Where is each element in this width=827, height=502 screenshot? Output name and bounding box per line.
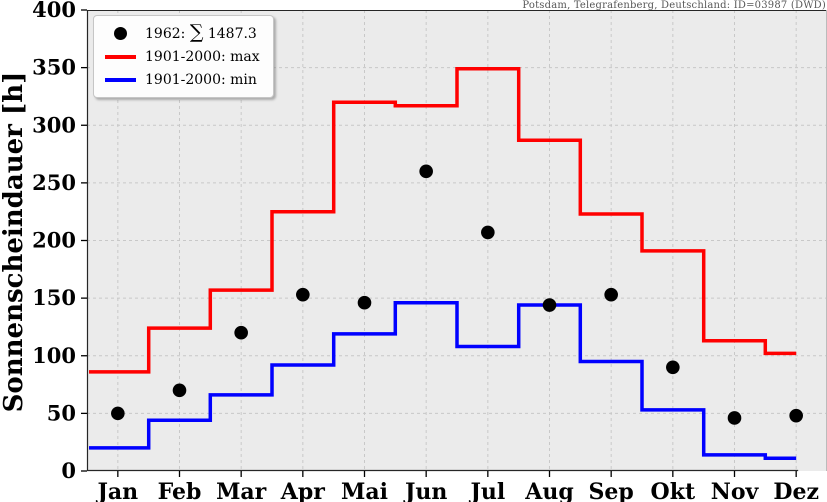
data-point-Feb	[172, 383, 187, 398]
sum-symbol: ∑	[189, 21, 204, 43]
max-line-icon	[102, 54, 138, 59]
y-tick-label: 0	[61, 458, 76, 483]
step-line-min	[89, 300, 797, 461]
x-tick-label: Dez	[773, 479, 819, 502]
y-axis-label: Sonnenscheindauer [h]	[0, 71, 29, 413]
data-point-Jan	[111, 406, 125, 421]
x-tick-label: Aug	[524, 479, 573, 502]
y-tick-label: 300	[32, 112, 76, 137]
data-point-Dez	[789, 408, 803, 423]
y-tick-label: 150	[32, 285, 76, 310]
y-tick-label: 350	[32, 55, 76, 80]
data-point-Mar	[234, 325, 248, 340]
x-tick-label: Feb	[158, 479, 202, 502]
x-tick-label: Mar	[216, 479, 267, 502]
x-tick-label: Jan	[95, 479, 138, 502]
data-point-Apr	[296, 287, 310, 302]
y-tick-label: 400	[32, 0, 76, 22]
legend-sum-value: 1487.3	[207, 26, 257, 42]
x-tick-label: Okt	[651, 479, 696, 502]
data-point-Mai	[357, 295, 372, 310]
legend-item-max: 1901-2000: max	[102, 45, 260, 68]
legend-item-min: 1901-2000: min	[102, 68, 260, 91]
data-point-Jun	[419, 164, 433, 179]
step-line-max	[89, 67, 797, 374]
x-tick-label: Apr	[280, 479, 325, 502]
y-tick-label: 200	[32, 228, 76, 253]
x-tick-label: Jun	[403, 479, 447, 502]
data-point-Nov	[727, 411, 742, 425]
y-tick-label: 250	[32, 170, 76, 195]
x-tick-label: Sep	[589, 479, 634, 502]
y-tick-label: 100	[32, 343, 76, 368]
scatter-dot-icon	[102, 27, 138, 40]
min-line-icon	[102, 77, 138, 82]
legend-label-min: 1901-2000: min	[145, 71, 257, 88]
y-tick-label: 50	[47, 400, 76, 425]
station-header: Potsdam, Telegrafenberg, Deutschland: ID…	[522, 0, 826, 11]
data-point-Jul	[481, 225, 495, 240]
legend-year-prefix: 1962:	[145, 26, 186, 42]
data-point-Okt	[666, 360, 680, 375]
x-tick-label: Mai	[341, 479, 388, 502]
x-tick-label: Jul	[468, 479, 505, 502]
data-point-Sep	[604, 287, 618, 302]
legend-item-1962: 1962: ∑ 1487.3	[102, 22, 260, 45]
legend: 1962: ∑ 1487.3 1901-2000: max 1901-2000:…	[93, 15, 274, 98]
legend-label-1962: 1962: ∑ 1487.3	[145, 23, 257, 43]
x-tick-label: Nov	[711, 479, 760, 502]
legend-label-max: 1901-2000: max	[145, 48, 260, 65]
data-point-Aug	[542, 298, 557, 312]
